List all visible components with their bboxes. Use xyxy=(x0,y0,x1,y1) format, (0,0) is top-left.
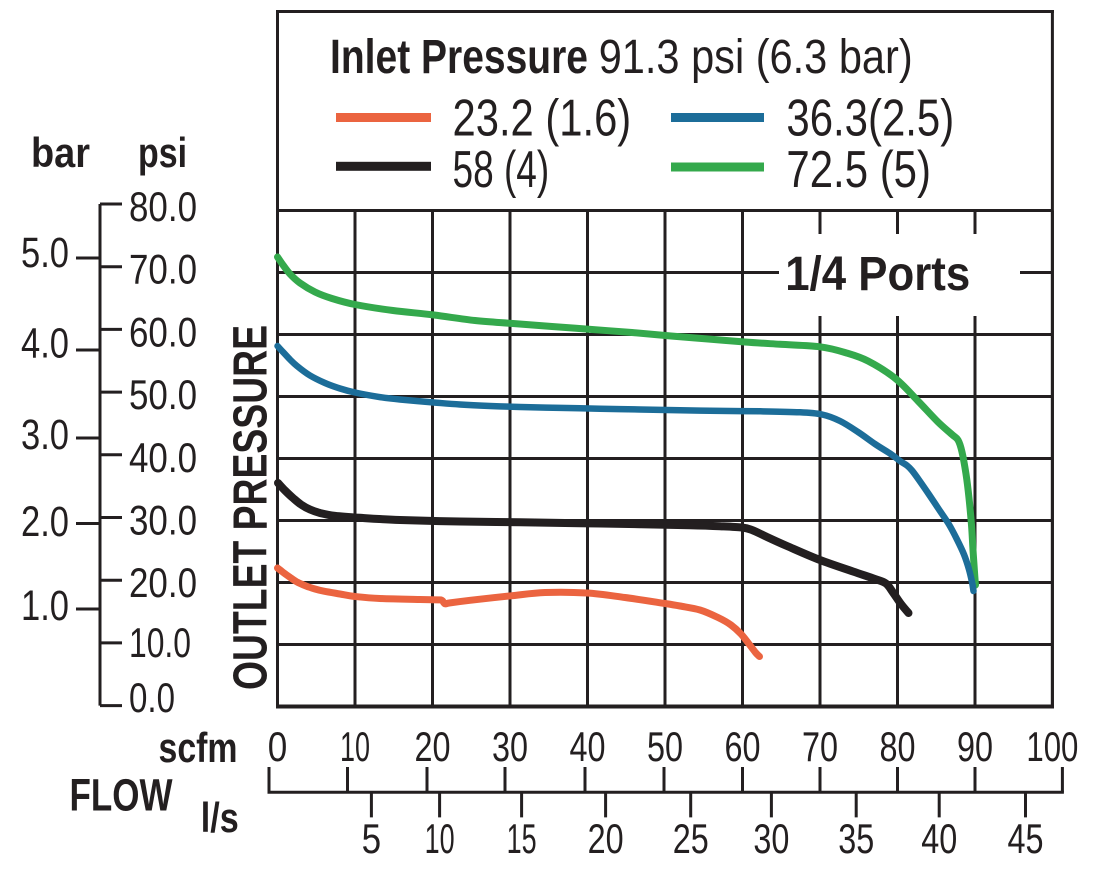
svg-text:50.0: 50.0 xyxy=(129,371,197,418)
svg-text:10: 10 xyxy=(340,723,370,770)
svg-text:90: 90 xyxy=(957,723,993,770)
svg-text:3.0: 3.0 xyxy=(21,411,69,459)
svg-text:40.0: 40.0 xyxy=(129,434,197,481)
svg-text:FLOW: FLOW xyxy=(70,770,173,821)
svg-text:l/s: l/s xyxy=(201,794,239,841)
svg-text:30: 30 xyxy=(492,723,528,770)
svg-text:58 (4): 58 (4) xyxy=(453,141,550,199)
svg-text:80.0: 80.0 xyxy=(129,183,197,230)
svg-text:20: 20 xyxy=(588,815,624,862)
svg-text:36.3(2.5): 36.3(2.5) xyxy=(786,90,954,148)
svg-text:40: 40 xyxy=(570,723,606,770)
svg-text:91.3 psi (6.3 bar): 91.3 psi (6.3 bar) xyxy=(599,31,913,84)
svg-text:Inlet Pressure: Inlet Pressure xyxy=(330,31,588,84)
svg-text:10.0: 10.0 xyxy=(129,619,191,666)
svg-text:70: 70 xyxy=(802,723,838,770)
svg-text:0.0: 0.0 xyxy=(129,674,175,721)
svg-text:30: 30 xyxy=(753,815,789,862)
svg-text:20: 20 xyxy=(415,723,451,770)
svg-text:OUTLET PRESSURE: OUTLET PRESSURE xyxy=(225,325,278,690)
svg-text:psi: psi xyxy=(138,129,187,176)
svg-text:scfm: scfm xyxy=(159,724,238,771)
svg-text:1/4 Ports: 1/4 Ports xyxy=(785,248,970,301)
svg-text:30.0: 30.0 xyxy=(129,497,197,544)
svg-text:0: 0 xyxy=(268,723,288,770)
svg-text:45: 45 xyxy=(1008,815,1044,862)
svg-text:10: 10 xyxy=(425,815,455,862)
svg-text:40: 40 xyxy=(921,815,957,862)
svg-text:35: 35 xyxy=(838,815,874,862)
svg-text:5.0: 5.0 xyxy=(21,229,69,277)
svg-text:25: 25 xyxy=(673,815,709,862)
svg-text:60.0: 60.0 xyxy=(129,308,197,355)
svg-text:60: 60 xyxy=(725,723,761,770)
svg-text:bar: bar xyxy=(31,129,90,176)
svg-text:5: 5 xyxy=(362,815,382,862)
svg-text:2.0: 2.0 xyxy=(21,498,69,546)
svg-text:4.0: 4.0 xyxy=(21,320,69,368)
svg-text:72.5 (5): 72.5 (5) xyxy=(786,141,931,199)
svg-text:80: 80 xyxy=(880,723,916,770)
svg-text:15: 15 xyxy=(507,815,537,862)
svg-text:23.2 (1.6): 23.2 (1.6) xyxy=(453,90,632,148)
svg-text:100: 100 xyxy=(1026,723,1078,770)
svg-text:70.0: 70.0 xyxy=(129,246,197,293)
svg-text:1.0: 1.0 xyxy=(21,582,69,630)
svg-text:50: 50 xyxy=(647,723,683,770)
svg-text:20.0: 20.0 xyxy=(129,559,197,606)
